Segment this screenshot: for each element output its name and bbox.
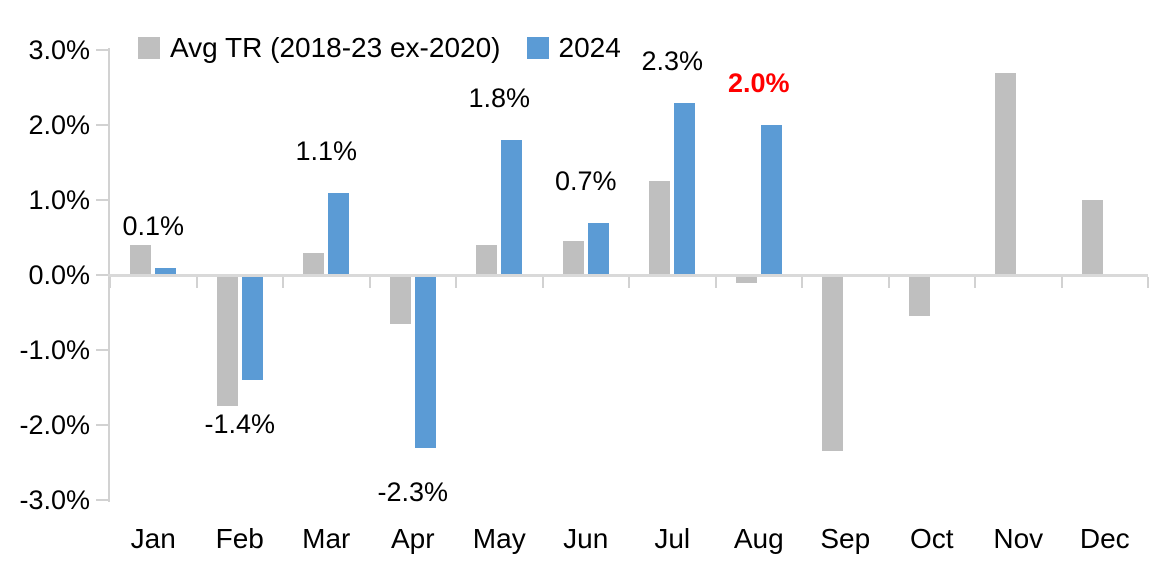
legend-label-avg-tr: Avg TR (2018-23 ex-2020) bbox=[170, 32, 501, 63]
x-axis-tick bbox=[541, 277, 544, 288]
x-axis-label-mar: Mar bbox=[302, 523, 351, 554]
data-label-may: 1.8% bbox=[468, 83, 531, 113]
legend-label-2024: 2024 bbox=[558, 32, 621, 63]
bar-avg-oct bbox=[908, 275, 930, 317]
x-axis-label-dec: Dec bbox=[1079, 523, 1130, 554]
x-axis-label-sep: Sep bbox=[820, 523, 871, 554]
bar-y2024-jan bbox=[155, 267, 177, 275]
data-label-feb: -1.4% bbox=[204, 409, 276, 439]
bar-avg-apr bbox=[389, 275, 411, 324]
x-axis-label-may: May bbox=[472, 523, 526, 554]
legend-swatch-avg-tr bbox=[138, 37, 160, 59]
x-axis-tick bbox=[974, 277, 976, 288]
y-axis-tick-label: -3.0% bbox=[19, 485, 90, 515]
y-axis-tick bbox=[96, 199, 108, 201]
bar-avg-feb bbox=[216, 275, 238, 407]
x-axis-label-jan: Jan bbox=[130, 523, 176, 554]
bar-avg-dec bbox=[1081, 200, 1103, 275]
y-axis-tick bbox=[96, 349, 108, 351]
y-axis-tick-label: -1.0% bbox=[19, 335, 90, 365]
y-axis-tick bbox=[96, 49, 108, 51]
bar-avg-jun bbox=[562, 241, 584, 275]
y-axis-tick bbox=[96, 274, 108, 276]
bar-y2024-jul bbox=[674, 102, 696, 275]
data-label-jul: 2.3% bbox=[641, 45, 704, 76]
chart-legend: Avg TR (2018-23 ex-2020) 2024 bbox=[138, 33, 621, 63]
y-axis-tick bbox=[96, 424, 108, 426]
bar-y2024-aug bbox=[760, 125, 782, 275]
legend-item-2024: 2024 bbox=[526, 32, 621, 63]
bar-avg-sep bbox=[822, 275, 844, 452]
y-axis-tick-label: -2.0% bbox=[19, 410, 90, 440]
x-axis-tick bbox=[1060, 277, 1063, 288]
x-axis-tick bbox=[628, 277, 630, 288]
data-label-aug: 2.0% bbox=[727, 68, 790, 98]
y-axis-tick-label: 2.0% bbox=[28, 110, 90, 140]
y-axis-tick bbox=[96, 124, 108, 126]
bar-y2024-feb bbox=[241, 275, 263, 380]
bar-avg-nov bbox=[995, 72, 1017, 275]
x-axis-tick bbox=[801, 277, 803, 288]
data-label-apr: -2.3% bbox=[377, 476, 449, 507]
bar-avg-jul bbox=[649, 181, 671, 275]
bar-avg-mar bbox=[303, 252, 325, 275]
x-axis-label-aug: Aug bbox=[733, 523, 784, 554]
y-axis-tick-label: 1.0% bbox=[28, 185, 90, 215]
x-axis-tick bbox=[714, 277, 717, 288]
legend-item-avg-tr: Avg TR (2018-23 ex-2020) bbox=[138, 33, 501, 63]
legend-swatch-2024 bbox=[526, 37, 549, 59]
x-axis-label-apr: Apr bbox=[390, 523, 435, 554]
y-axis-tick-label: 3.0% bbox=[28, 35, 90, 65]
bar-avg-aug bbox=[735, 275, 757, 283]
bar-avg-jan bbox=[130, 245, 152, 275]
y-axis-tick-label: 0.0% bbox=[28, 260, 90, 290]
zero-axis-line bbox=[108, 274, 1148, 277]
data-label-jun: 0.7% bbox=[554, 165, 617, 196]
x-axis-label-jul: Jul bbox=[654, 523, 691, 554]
x-axis-tick bbox=[368, 277, 371, 288]
bar-y2024-jun bbox=[587, 222, 609, 275]
data-label-mar: 1.1% bbox=[295, 135, 358, 166]
x-axis-tick bbox=[195, 277, 198, 288]
data-label-jan: 0.1% bbox=[122, 210, 185, 241]
x-axis-label-nov: Nov bbox=[993, 523, 1044, 554]
x-axis-label-jun: Jun bbox=[563, 523, 609, 554]
x-axis-tick bbox=[887, 277, 890, 288]
x-axis-label-feb: Feb bbox=[215, 523, 264, 554]
bar-y2024-apr bbox=[414, 275, 436, 448]
x-axis-tick bbox=[455, 277, 457, 288]
x-axis-tick bbox=[282, 277, 284, 288]
x-axis-tick bbox=[109, 277, 111, 288]
bar-y2024-may bbox=[501, 140, 523, 275]
x-axis-tick bbox=[1147, 277, 1149, 288]
bar-y2024-mar bbox=[328, 192, 350, 275]
y-axis-tick bbox=[96, 499, 108, 501]
x-axis-label-oct: Oct bbox=[909, 523, 954, 554]
bar-avg-may bbox=[476, 245, 498, 275]
